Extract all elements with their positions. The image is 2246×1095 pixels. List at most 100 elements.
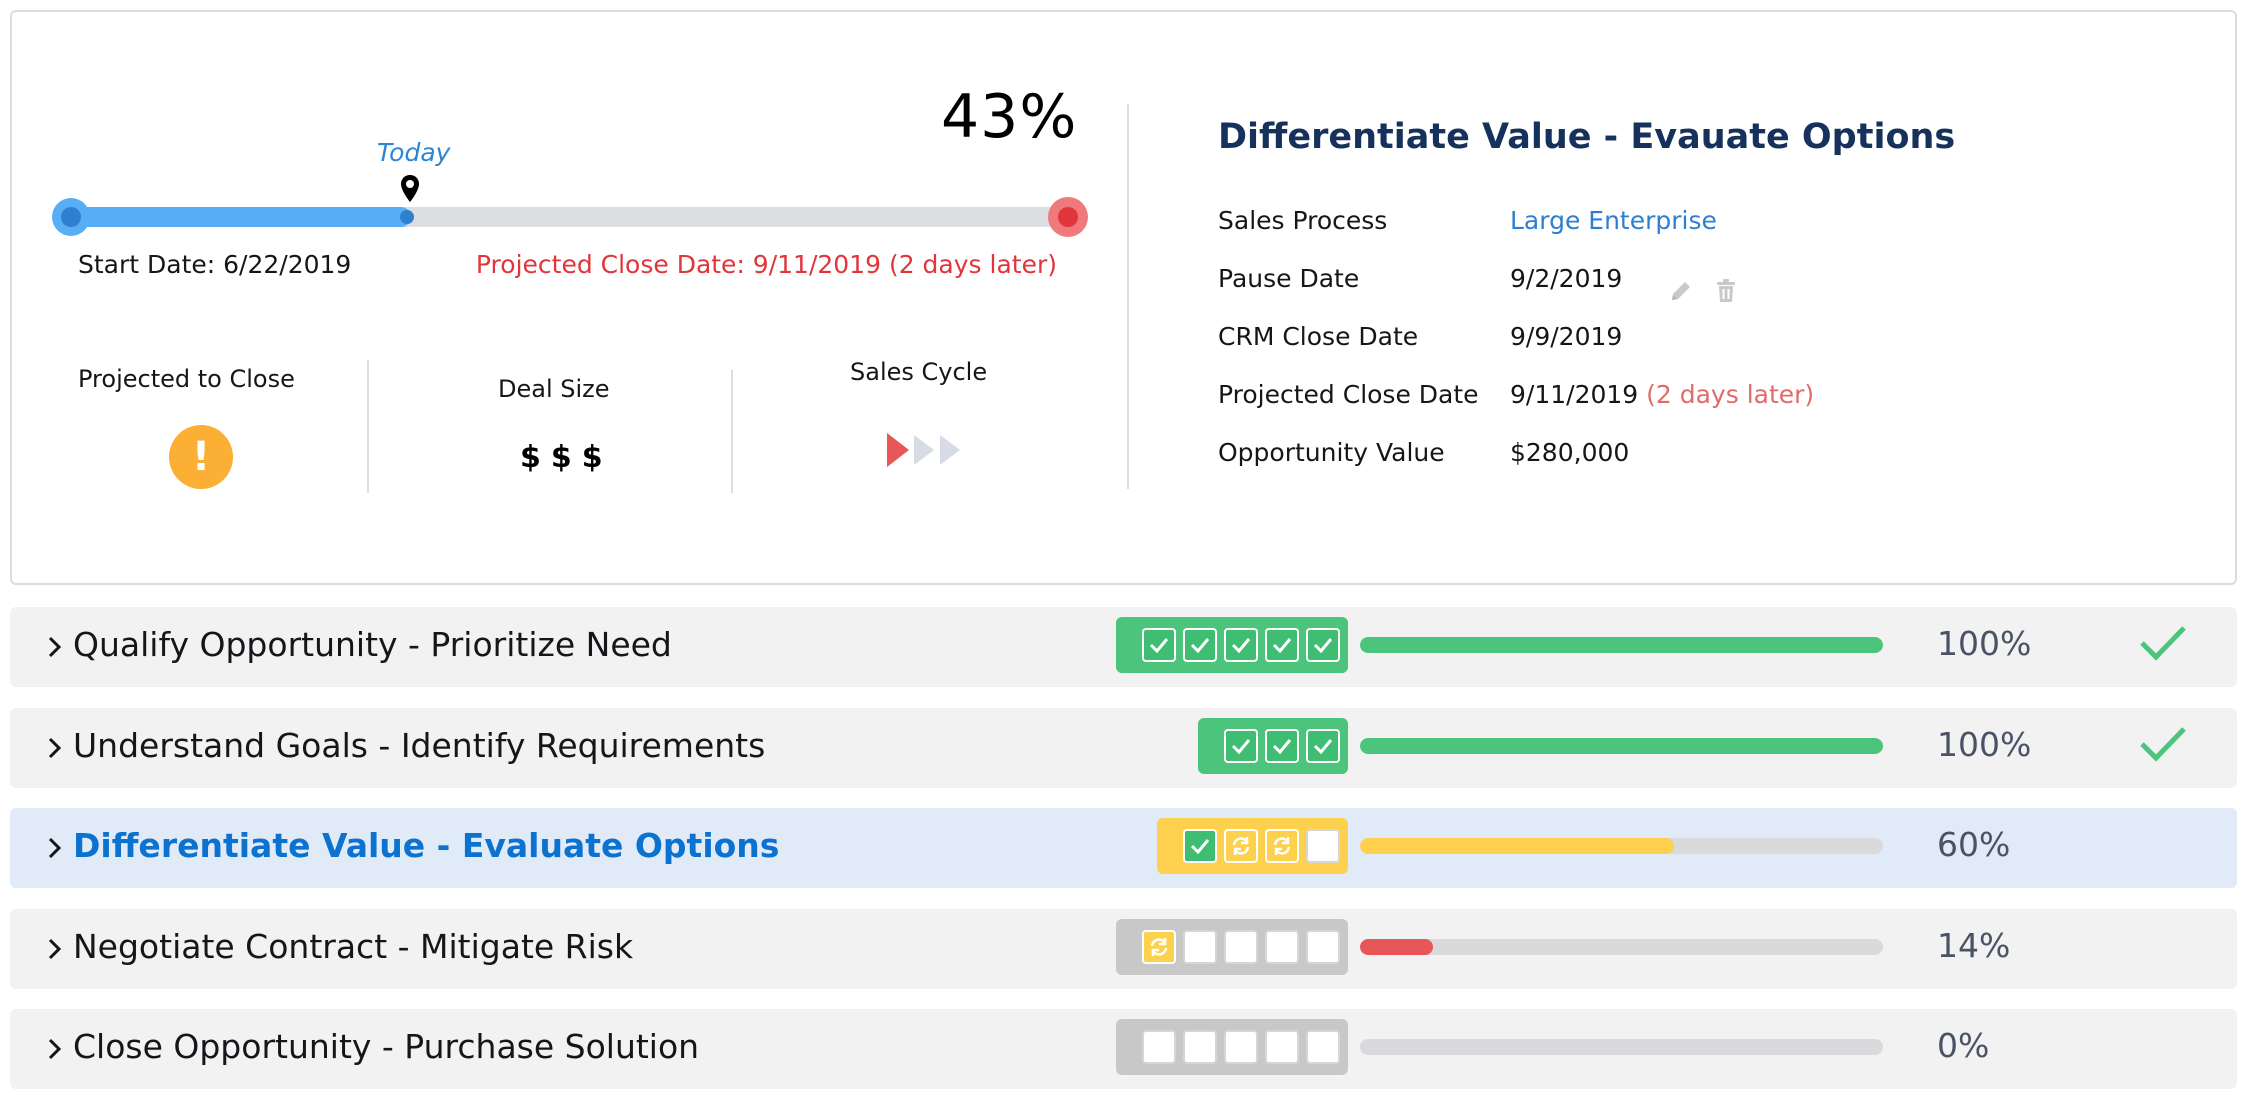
task-tray (1157, 818, 1348, 874)
opportunity-value-label: Opportunity Value (1218, 438, 1445, 467)
summary-card: 43% Today Start Date: 6/22/2019 Projecte… (10, 10, 2237, 585)
checkmark-icon (1313, 739, 1333, 755)
chevron-right-icon[interactable] (38, 832, 70, 864)
task-complete-checkbox[interactable] (1265, 729, 1299, 763)
stage-percent: 100% (1937, 624, 2032, 663)
stage-name[interactable]: Understand Goals - Identify Requirements (73, 726, 766, 765)
checkmark-icon (1149, 638, 1169, 654)
section-divider (1127, 104, 1129, 489)
pencil-icon[interactable] (1668, 278, 1694, 304)
task-empty-box[interactable] (1183, 1030, 1217, 1064)
sync-icon (1150, 938, 1168, 956)
warning-icon: ! (169, 425, 233, 489)
stage-complete-checkmark-icon (2140, 626, 2186, 661)
stage-percent: 100% (1937, 725, 2032, 764)
stage-name[interactable]: Close Opportunity - Purchase Solution (73, 1027, 700, 1066)
task-empty-box[interactable] (1265, 930, 1299, 964)
stage-progress-bar (1360, 637, 1883, 653)
task-empty-box[interactable] (1224, 930, 1258, 964)
checkmark-icon (1313, 638, 1333, 654)
chevron-right-icon[interactable] (38, 732, 70, 764)
task-empty-box[interactable] (1306, 829, 1340, 863)
task-empty-box[interactable] (1142, 1030, 1176, 1064)
stage-name[interactable]: Negotiate Contract - Mitigate Risk (73, 927, 634, 966)
task-empty-box[interactable] (1306, 930, 1340, 964)
sales-cycle-arrows-icon (887, 433, 960, 467)
stage-name[interactable]: Qualify Opportunity - Prioritize Need (73, 625, 672, 664)
stage-row[interactable]: Understand Goals - Identify Requirements… (10, 708, 2237, 788)
stage-progress-fill (1360, 637, 1883, 653)
task-complete-checkbox[interactable] (1224, 628, 1258, 662)
crm-close-date-label: CRM Close Date (1218, 322, 1419, 351)
stage-progress-fill (1360, 939, 1434, 955)
sales-process-label: Sales Process (1218, 206, 1388, 235)
chevron-right-icon[interactable] (38, 1033, 70, 1065)
task-complete-checkbox[interactable] (1183, 628, 1217, 662)
timeline-today-marker (399, 210, 414, 224)
stage-progress-fill (1360, 738, 1883, 754)
progress-percent: 43% (941, 82, 1078, 152)
stage-percent: 0% (1937, 1026, 1990, 1065)
task-complete-checkbox[interactable] (1224, 729, 1258, 763)
stage-name[interactable]: Differentiate Value - Evaluate Options (73, 826, 780, 865)
stage-progress-bar (1360, 838, 1883, 854)
projected-close-date: Projected Close Date: 9/11/2019 (2 days … (475, 250, 1057, 279)
checkmark-icon (1231, 638, 1251, 654)
projected-close-date-label: Projected Close Date (1218, 380, 1479, 409)
checkmark-icon (1231, 739, 1251, 755)
metric-divider (731, 370, 733, 493)
sync-icon (1232, 837, 1250, 855)
stage-row[interactable]: Close Opportunity - Purchase Solution 0% (10, 1009, 2237, 1089)
checkmark-icon (1272, 739, 1292, 755)
projected-close-delay-note: (2 days later) (1646, 380, 1815, 409)
timeline-start-marker (52, 198, 90, 236)
sync-icon (1273, 837, 1291, 855)
task-empty-box[interactable] (1265, 1030, 1299, 1064)
task-tray (1116, 1019, 1348, 1075)
sales-process-link[interactable]: Large Enterprise (1510, 206, 1717, 235)
pause-date-label: Pause Date (1218, 264, 1360, 293)
task-complete-checkbox[interactable] (1265, 628, 1299, 662)
location-pin-icon (401, 175, 419, 202)
task-complete-checkbox[interactable] (1142, 628, 1176, 662)
sales-cycle-label: Sales Cycle (850, 358, 988, 386)
task-in-progress-box[interactable] (1142, 930, 1176, 964)
task-empty-box[interactable] (1183, 930, 1217, 964)
projected-close-date-text: 9/11/2019 (1510, 380, 1639, 409)
projected-close-date-value: 9/11/2019 (2 days later) (1510, 380, 1814, 409)
task-complete-checkbox[interactable] (1183, 829, 1217, 863)
trash-icon[interactable] (1713, 278, 1739, 304)
checkmark-icon (1190, 839, 1210, 855)
today-label: Today (377, 138, 451, 167)
task-in-progress-box[interactable] (1224, 829, 1258, 863)
deal-size-label: Deal Size (498, 375, 610, 403)
stage-percent: 14% (1937, 926, 2011, 965)
stage-row[interactable]: Qualify Opportunity - Prioritize Need 100… (10, 607, 2237, 687)
timeline-progress-fill (60, 207, 411, 227)
deal-size-value: $$$ (520, 440, 613, 475)
stage-row[interactable]: Negotiate Contract - Mitigate Risk 14% (10, 909, 2237, 989)
task-in-progress-box[interactable] (1265, 829, 1299, 863)
pause-date-value: 9/2/2019 (1510, 264, 1623, 293)
stage-progress-fill (1360, 838, 1674, 854)
checkmark-icon (1272, 638, 1292, 654)
stage-complete-checkmark-icon (2140, 727, 2186, 762)
task-tray (1198, 718, 1348, 774)
chevron-right-icon[interactable] (38, 933, 70, 965)
details-title: Differentiate Value - Evauate Options (1218, 117, 1956, 157)
task-empty-box[interactable] (1224, 1030, 1258, 1064)
stage-row[interactable]: Differentiate Value - Evaluate Options 60… (10, 808, 2237, 888)
stage-progress-bar (1360, 939, 1883, 955)
task-empty-box[interactable] (1306, 1030, 1340, 1064)
chevron-right-icon[interactable] (38, 631, 70, 663)
opportunity-value: $280,000 (1510, 438, 1630, 467)
task-complete-checkbox[interactable] (1306, 628, 1340, 662)
stage-percent: 60% (1937, 825, 2011, 864)
stage-progress-bar (1360, 1039, 1883, 1055)
start-date: Start Date: 6/22/2019 (78, 250, 352, 279)
timeline-end-marker (1048, 197, 1088, 237)
metric-divider (367, 360, 369, 493)
projected-to-close-label: Projected to Close (78, 365, 295, 393)
task-complete-checkbox[interactable] (1306, 729, 1340, 763)
